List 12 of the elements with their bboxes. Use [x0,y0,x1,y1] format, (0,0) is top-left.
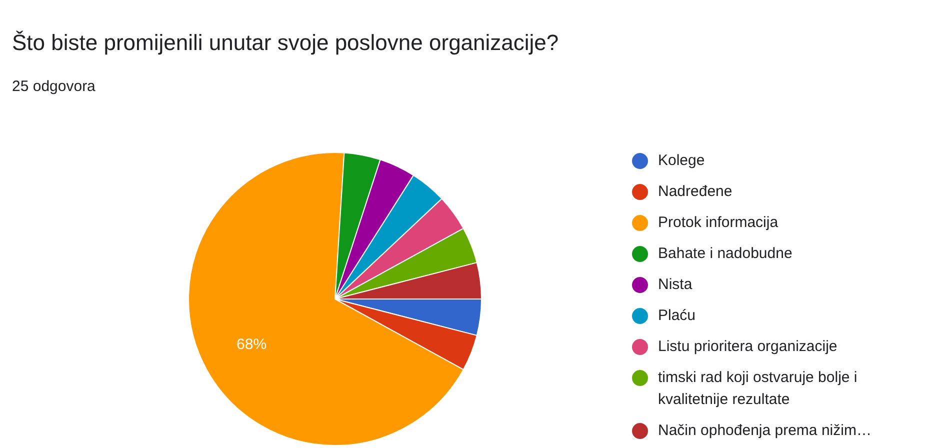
legend-label: Nista [658,275,692,295]
legend-label: Način ophođenja prema nižim… [658,421,872,441]
data-label: 68% [236,336,267,354]
legend-label: Protok informacija [658,213,778,233]
legend-label: Nadređene [658,182,732,202]
legend-label: timski rad koji ostvaruje bolje i kvalitetnije rezultate [658,368,858,410]
legend-label: Bahate i nadobudne [658,244,792,264]
legend-label: Listu prioritera organizacije [658,337,838,357]
text: 25 odgovora [12,78,96,95]
legend-label: Kolege [658,151,705,171]
legend-label: Plaću [658,306,696,326]
chart-title: Što biste promijenili unutar svoje poslovne organizacije? [12,30,559,56]
